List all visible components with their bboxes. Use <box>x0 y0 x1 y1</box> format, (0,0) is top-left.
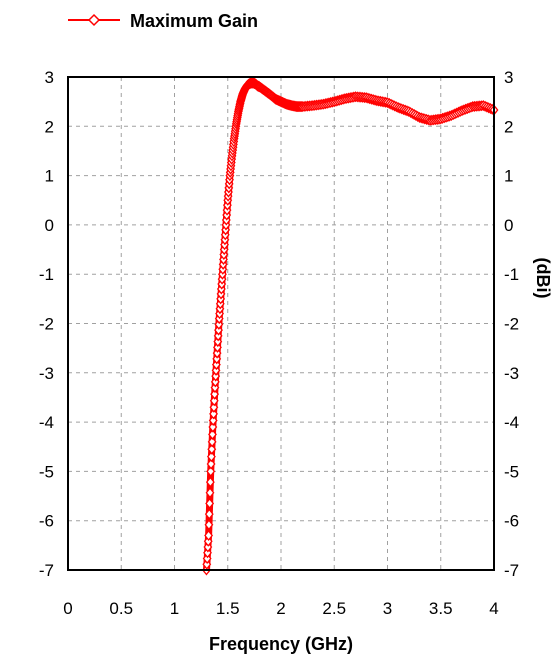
x-axis-tick-labels: 0 0.5 1 1.5 2 2.5 3 3.5 4 <box>63 599 498 618</box>
y-tick-label-left: 3 <box>45 68 54 87</box>
data-point-marker <box>208 414 218 426</box>
y-tick-label-right: 0 <box>504 216 513 235</box>
x-tick-label: 1.5 <box>216 599 240 618</box>
y-tick-label-right: -7 <box>504 561 519 580</box>
x-tick-label: 4 <box>489 599 498 618</box>
y-tick-label-left: -2 <box>39 315 54 334</box>
y-tick-label-left: -5 <box>39 462 54 481</box>
data-point-marker <box>204 508 214 520</box>
data-point-marker <box>204 519 214 531</box>
y-tick-label-right: -2 <box>504 315 519 334</box>
y-tick-label-left: 0 <box>45 216 54 235</box>
y-tick-label-left: -7 <box>39 561 54 580</box>
y-tick-label-left: 1 <box>45 167 54 186</box>
series-maximum-gain <box>202 77 499 576</box>
y-tick-label-left: -1 <box>39 265 54 284</box>
x-axis-title: Frequency (GHz) <box>209 634 353 654</box>
x-tick-label: 0.5 <box>109 599 133 618</box>
legend-marker-diamond <box>87 13 101 27</box>
y-tick-label-left: -6 <box>39 512 54 531</box>
y-tick-label-left: 2 <box>45 117 54 136</box>
y-tick-label-left: -4 <box>39 413 54 432</box>
data-point-marker <box>210 388 220 400</box>
x-tick-label: 2.5 <box>322 599 346 618</box>
data-point-marker <box>205 476 215 488</box>
data-point-marker <box>205 487 215 499</box>
y-tick-label-right: -6 <box>504 512 519 531</box>
data-point-marker <box>208 421 218 433</box>
x-tick-label: 1 <box>170 599 179 618</box>
y-axis-right-title: (dBi) <box>533 258 553 299</box>
legend: Maximum Gain <box>68 11 258 31</box>
x-tick-label: 0 <box>63 599 72 618</box>
y-tick-label-right: 3 <box>504 68 513 87</box>
y-tick-label-right: -3 <box>504 364 519 383</box>
grid <box>68 77 494 570</box>
x-tick-label: 3.5 <box>429 599 453 618</box>
y-axis-right-tick-labels: 3 2 1 0 -1 -2 -3 -4 -5 -6 -7 <box>504 68 519 580</box>
data-point-marker <box>207 443 217 455</box>
data-point-marker <box>204 529 214 542</box>
data-point-marker <box>209 401 219 413</box>
x-tick-label: 3 <box>383 599 392 618</box>
series-line-maximum-gain <box>203 79 498 574</box>
y-tick-label-left: -3 <box>39 364 54 383</box>
y-tick-label-right: -1 <box>504 265 519 284</box>
data-point-marker <box>205 497 215 509</box>
y-axis-left-tick-labels: 3 2 1 0 -1 -2 -3 -4 -5 -6 -7 <box>39 68 54 580</box>
data-point-marker <box>207 436 217 448</box>
y-tick-label-right: 2 <box>504 117 513 136</box>
y-tick-label-right: 1 <box>504 167 513 186</box>
data-point-marker <box>206 458 216 470</box>
y-tick-label-right: -4 <box>504 413 519 432</box>
legend-label-maximum-gain: Maximum Gain <box>130 11 258 31</box>
x-tick-label: 2 <box>276 599 285 618</box>
data-point-marker <box>209 395 219 407</box>
data-point-marker <box>208 428 217 440</box>
data-point-marker <box>206 465 216 477</box>
data-point-marker <box>209 408 218 420</box>
data-point-marker <box>206 451 216 463</box>
y-tick-label-right: -5 <box>504 462 519 481</box>
plot-frame <box>67 76 495 571</box>
